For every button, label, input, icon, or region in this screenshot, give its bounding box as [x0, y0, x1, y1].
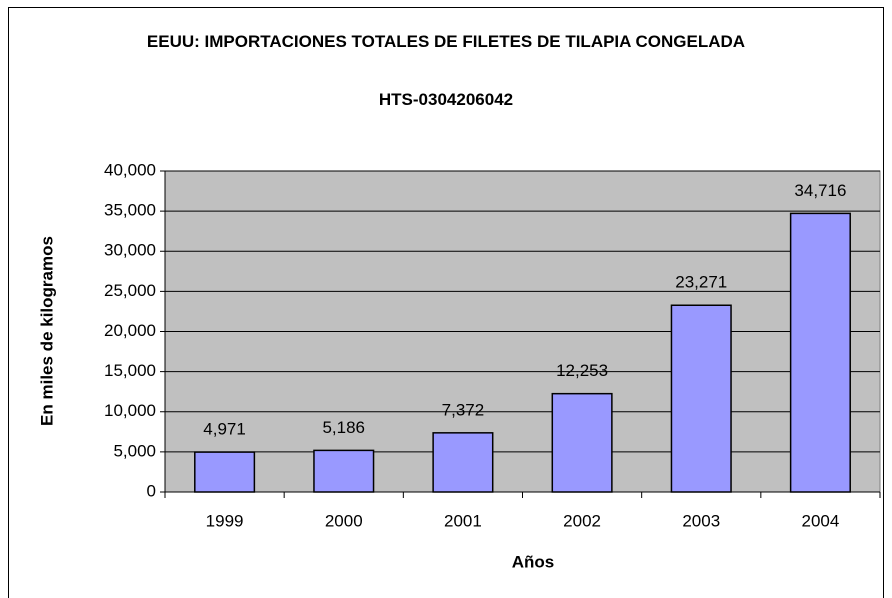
x-tick-label: 1999 [206, 511, 244, 530]
x-tick-label: 2003 [682, 511, 720, 530]
data-label: 7,372 [442, 400, 485, 419]
x-tick-label: 2001 [444, 511, 482, 530]
data-label: 4,971 [203, 420, 246, 439]
chart-subtitle: HTS-0304206042 [378, 90, 514, 109]
bar [432, 432, 494, 493]
chart-title: EEUU: IMPORTACIONES TOTALES DE FILETES D… [146, 32, 746, 51]
bar [789, 212, 851, 493]
y-tick-label: 20,000 [104, 321, 156, 340]
x-tick-label: 2004 [802, 511, 840, 530]
y-tick-label: 40,000 [104, 160, 156, 179]
y-tick-label: 10,000 [104, 401, 156, 420]
y-tick-label: 0 [147, 481, 156, 500]
bar [194, 451, 256, 493]
data-label: 5,186 [322, 418, 365, 437]
y-tick-label: 30,000 [104, 241, 156, 260]
data-label: 34,716 [794, 181, 846, 200]
y-tick-label: 25,000 [104, 281, 156, 300]
y-axis-title: En miles de kilogramos [37, 236, 56, 426]
data-label: 12,253 [556, 361, 608, 380]
x-tick-label: 2002 [563, 511, 601, 530]
x-axis-title: Años [512, 552, 555, 571]
x-tick-label: 2000 [325, 511, 363, 530]
y-tick-label: 35,000 [104, 201, 156, 220]
y-tick-label: 5,000 [113, 441, 156, 460]
data-label: 23,271 [675, 273, 727, 292]
bar [670, 304, 732, 493]
bar [313, 449, 375, 493]
bar [551, 392, 613, 493]
y-tick-label: 15,000 [104, 361, 156, 380]
